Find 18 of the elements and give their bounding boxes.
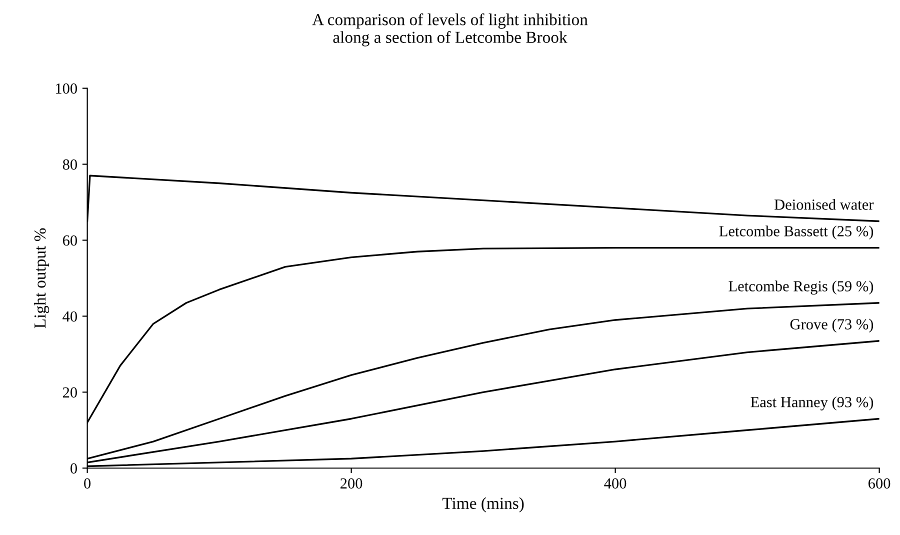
y-tick-label: 80 xyxy=(62,159,77,170)
y-tick-label: 100 xyxy=(56,83,77,94)
y-tick-label: 40 xyxy=(62,311,77,322)
series-label: Letcombe Regis (59 %) xyxy=(728,280,874,295)
series-label: Letcombe Bassett (25 %) xyxy=(719,226,874,240)
series-label: Grove (73 %) xyxy=(790,318,874,333)
chart-title: A comparison of levels of light inhibition along a section of Letcombe Brook xyxy=(312,13,588,46)
series-label: East Hanney (93 %) xyxy=(750,396,874,410)
x-tick-label: 200 xyxy=(340,478,362,489)
x-tick-label: 600 xyxy=(868,478,890,489)
series-label: Deionised water xyxy=(774,199,874,210)
y-tick-label: 20 xyxy=(62,387,77,398)
y-tick-label: 0 xyxy=(70,463,77,474)
y-axis-title: Light output % xyxy=(34,228,50,328)
y-tick-label: 60 xyxy=(62,235,77,246)
x-axis-title: Time (mins) xyxy=(442,497,524,512)
x-tick-label: 0 xyxy=(84,478,91,489)
x-tick-label: 400 xyxy=(604,478,626,489)
